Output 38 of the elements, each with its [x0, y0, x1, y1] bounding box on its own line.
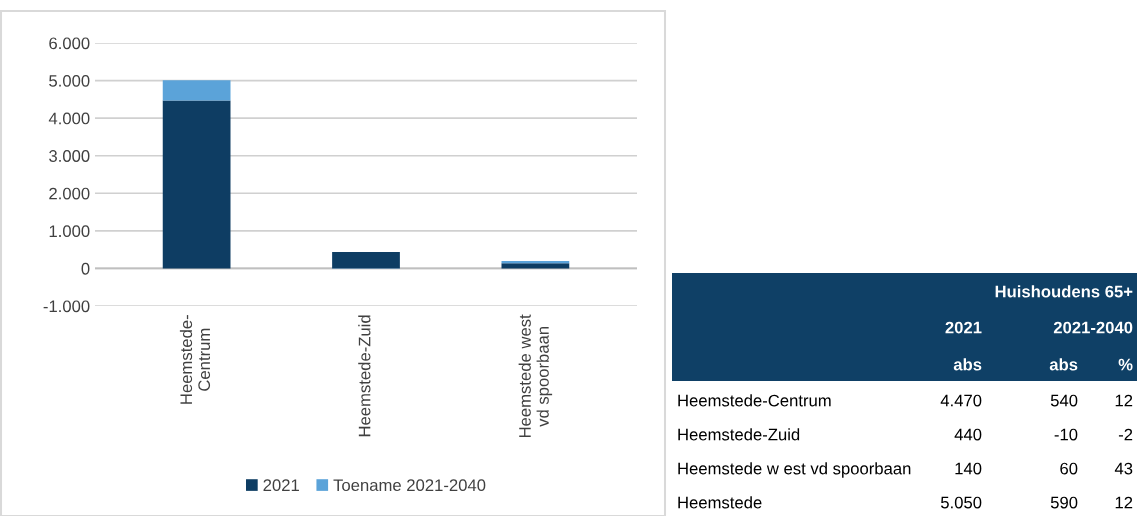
- text: 440: [954, 428, 982, 441]
- text: 140: [955, 462, 982, 475]
- text: 590: [1050, 496, 1078, 509]
- text: 5.050: [940, 496, 982, 509]
- text: 12: [1115, 496, 1133, 509]
- text: -10: [1054, 428, 1078, 441]
- y-tick-label: 1.000: [49, 225, 90, 238]
- text: 4.470: [940, 394, 982, 407]
- category-label: abs: [1049, 358, 1078, 371]
- text: 43: [1114, 462, 1133, 475]
- x-tick-label: Heemstede west vd spoorbaan: [518, 314, 553, 438]
- text: 2021: [945, 321, 982, 334]
- y-tick-label: 4.000: [48, 112, 90, 125]
- category-label: Heemstede: [678, 496, 762, 509]
- text: 540: [1050, 394, 1078, 407]
- text: Huishoudens 65+: [995, 285, 1133, 298]
- category-label: %: [1118, 358, 1133, 371]
- text: 12: [1115, 394, 1133, 407]
- y-tick-label: 0: [81, 262, 90, 275]
- x-tick-label: Heemstede- Centrum: [179, 315, 211, 404]
- text: 2021-2040: [1053, 321, 1133, 334]
- text: -2: [1118, 428, 1133, 441]
- y-tick-label: -1.000: [43, 300, 90, 313]
- y-tick-label: 3.000: [49, 150, 90, 162]
- bar: [332, 251, 400, 269]
- x-tick-label: Heemstede-Zuid: [358, 315, 371, 437]
- y-tick-label: 2.000: [49, 187, 90, 200]
- bar: [501, 263, 570, 269]
- category-label: abs: [953, 358, 982, 371]
- text: 60: [1060, 462, 1078, 475]
- bar: [162, 80, 231, 101]
- legend-label: Toename 2021-2040: [333, 479, 486, 492]
- category-label: Heemstede w est vd spoorbaan: [678, 462, 911, 478]
- y-tick-label: 6.000: [49, 37, 90, 50]
- legend-label: 2021: [263, 479, 299, 492]
- bar: [162, 100, 231, 269]
- category-label: Heemstede-Centrum: [678, 394, 831, 407]
- y-tick-label: 5.000: [49, 74, 90, 87]
